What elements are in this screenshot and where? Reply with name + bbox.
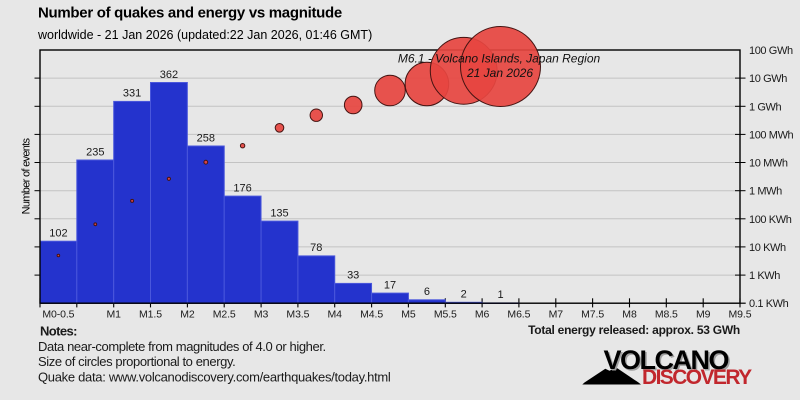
svg-text:M6.1 - Volcano Islands, Japan: M6.1 - Volcano Islands, Japan Region [398,52,601,66]
svg-text:M9: M9 [696,309,711,321]
svg-text:102: 102 [49,228,67,240]
svg-text:331: 331 [123,88,141,100]
svg-text:1 KWh: 1 KWh [749,270,780,282]
svg-text:6: 6 [424,286,430,298]
svg-text:2: 2 [461,289,467,301]
svg-text:M6: M6 [475,309,490,321]
svg-text:1 GWh: 1 GWh [749,101,782,113]
svg-text:235: 235 [86,146,104,158]
svg-text:258: 258 [197,132,215,144]
svg-text:100 GWh: 100 GWh [749,45,793,57]
svg-text:M3: M3 [254,309,269,321]
svg-text:Size of circles proportional t: Size of circles proportional to energy. [38,354,235,369]
svg-text:M8.5: M8.5 [655,309,678,321]
svg-text:M3.5: M3.5 [286,309,309,321]
svg-text:362: 362 [160,69,178,81]
svg-text:M6.5: M6.5 [507,309,530,321]
svg-text:100 MWh: 100 MWh [749,129,794,141]
svg-text:M9.5: M9.5 [729,309,752,321]
svg-text:DISCOVERY: DISCOVERY [642,366,752,389]
svg-text:M1: M1 [107,309,122,321]
svg-text:M4.5: M4.5 [360,309,383,321]
svg-text:78: 78 [310,242,322,254]
svg-text:M1.5: M1.5 [139,309,162,321]
svg-text:M4: M4 [328,309,343,321]
svg-text:1 MWh: 1 MWh [749,186,782,198]
svg-text:17: 17 [384,279,396,291]
svg-text:Number of events: Number of events [21,137,33,214]
svg-text:M2: M2 [180,309,195,321]
svg-text:worldwide - 21 Jan 2026 (updat: worldwide - 21 Jan 2026 (updated:22 Jan … [37,28,372,42]
svg-text:Notes:: Notes: [40,324,77,339]
svg-text:Data near-complete from magnit: Data near-complete from magnitudes of 4.… [38,339,326,354]
svg-text:10 KWh: 10 KWh [749,242,786,254]
svg-text:VOLCANO: VOLCANO [604,345,729,375]
svg-text:10 MWh: 10 MWh [749,158,788,170]
svg-text:M8: M8 [622,309,637,321]
svg-text:M2.5: M2.5 [213,309,236,321]
svg-text:10 GWh: 10 GWh [749,73,787,85]
svg-text:Quake data: www.volcanodiscove: Quake data: www.volcanodiscovery.com/ear… [38,370,391,385]
svg-text:100 KWh: 100 KWh [749,214,792,226]
svg-text:Total energy released: approx.: Total energy released: approx. 53 GWh [528,323,740,337]
svg-text:0.1 KWh: 0.1 KWh [749,298,789,310]
svg-text:1: 1 [497,289,503,301]
svg-text:M7.5: M7.5 [581,309,604,321]
svg-text:21 Jan 2026: 21 Jan 2026 [466,66,533,80]
svg-text:VOLCANO: VOLCANO [605,347,730,377]
svg-text:M7: M7 [549,309,564,321]
svg-text:135: 135 [270,207,288,219]
svg-text:M5.5: M5.5 [434,309,457,321]
svg-text:M5: M5 [401,309,416,321]
svg-text:M0-0.5: M0-0.5 [42,309,74,321]
svg-text:176: 176 [233,182,251,194]
svg-text:33: 33 [347,270,359,282]
svg-text:Number of quakes and energy vs: Number of quakes and energy vs magnitude [38,5,342,22]
